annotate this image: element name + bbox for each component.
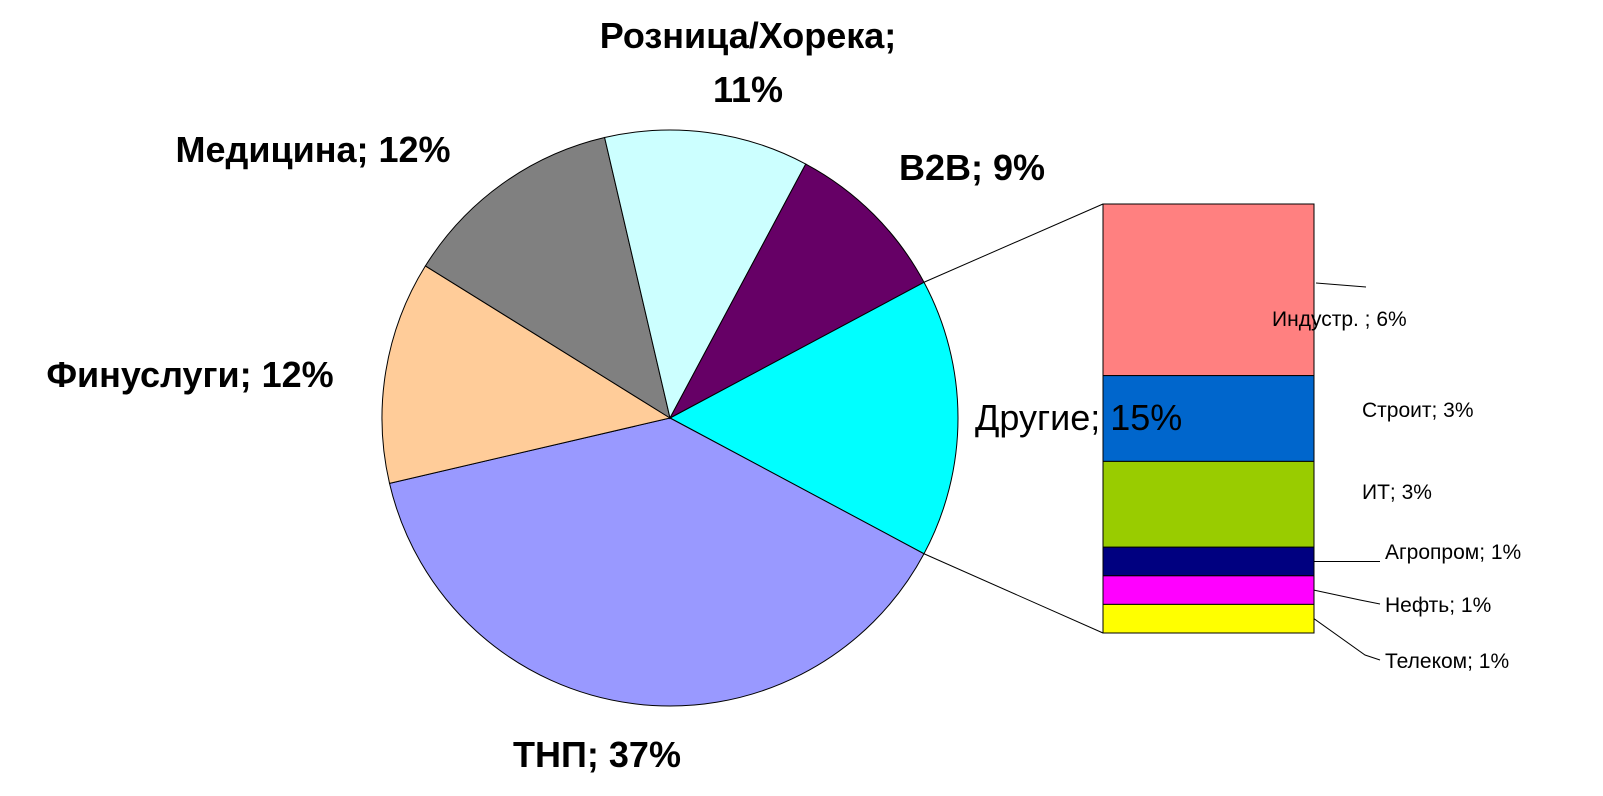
- bar-label: Нефть; 1%: [1385, 594, 1491, 617]
- slice-label: B2B; 9%: [899, 147, 1045, 188]
- pie-slice: [668, 281, 959, 555]
- bar-label-line: Индустр. ; 6%: [1272, 308, 1407, 331]
- pie-slice: [424, 136, 671, 420]
- bar-label-line: Нефть; 1%: [1385, 594, 1491, 617]
- bar-segment: [1102, 203, 1315, 377]
- bar-label-line: ИТ; 3%: [1362, 481, 1432, 504]
- bar-segment: [1102, 603, 1315, 634]
- bar-segment: [1102, 546, 1315, 577]
- pie-slice: [668, 163, 925, 420]
- leader-line: [1313, 618, 1381, 661]
- bar-segment: [1102, 575, 1315, 605]
- slice-label-line: 11%: [713, 69, 783, 110]
- bar-segment: [1102, 375, 1315, 462]
- slice-label: ТНП; 37%: [513, 734, 681, 775]
- bar-label-line: Телеком; 1%: [1385, 650, 1509, 673]
- slice-label-line: Медицина; 12%: [175, 129, 450, 170]
- slice-label-line: Финуслуги; 12%: [46, 354, 333, 395]
- bar-label: Индустр. ; 6%: [1272, 308, 1407, 331]
- connector: [923, 553, 1104, 634]
- bar-label-line: Агропром; 1%: [1385, 541, 1521, 564]
- slice-label: Финуслуги; 12%: [46, 354, 333, 395]
- pie-slice: [388, 417, 925, 707]
- pie-slice: [604, 129, 807, 420]
- slice-label-line: ТНП; 37%: [513, 734, 681, 775]
- leader-line: [1313, 589, 1381, 605]
- bar-label: ИТ; 3%: [1362, 481, 1432, 504]
- leader-line: [1315, 282, 1367, 288]
- bar-label-line: Строит; 3%: [1362, 399, 1474, 422]
- slice-label-line: Розница/Хорека;: [600, 15, 897, 56]
- slice-label-line: Другие; 15%: [975, 397, 1182, 438]
- connector: [923, 203, 1104, 283]
- bar-label: Агропром; 1%: [1385, 541, 1521, 564]
- pie-slice: [381, 265, 672, 484]
- slice-label-line: B2B; 9%: [899, 147, 1045, 188]
- bar-segment: [1102, 460, 1315, 548]
- slice-label: Медицина; 12%: [175, 129, 450, 170]
- bar-label: Телеком; 1%: [1385, 650, 1509, 673]
- slice-label: Другие; 15%: [975, 397, 1182, 438]
- slice-label: Розница/Хорека; 11%: [600, 15, 897, 110]
- bar-label: Строит; 3%: [1362, 399, 1474, 422]
